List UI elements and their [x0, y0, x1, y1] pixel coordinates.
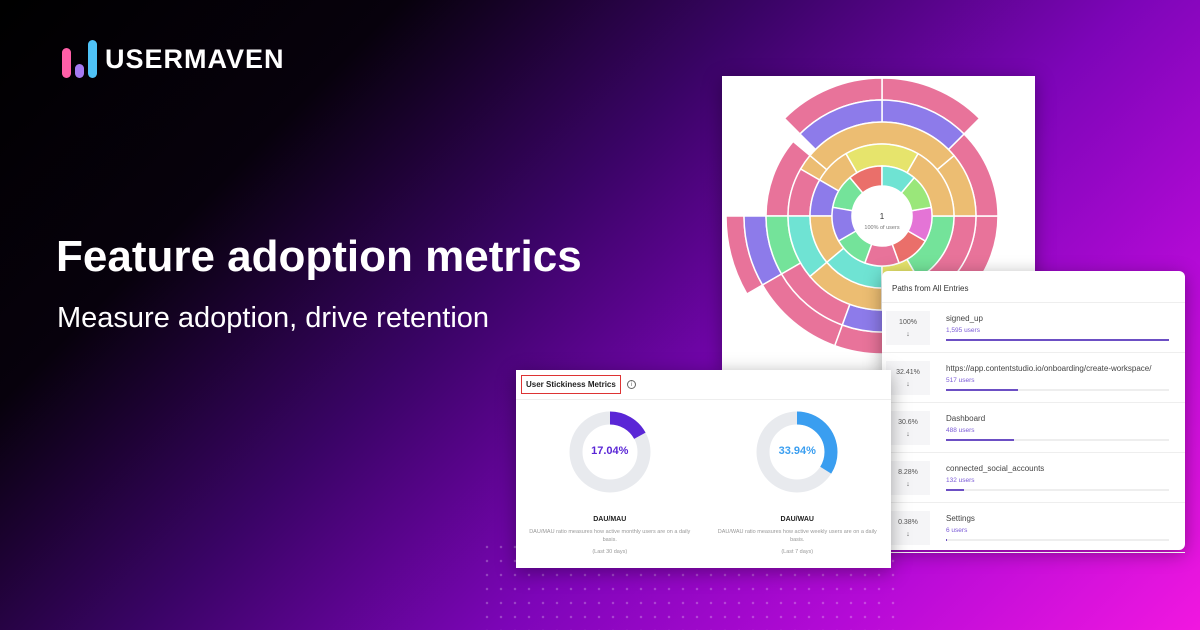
- arrow-down-icon: ↓: [906, 530, 910, 538]
- logo-bar: [62, 48, 71, 78]
- hero-title: Feature adoption metrics: [56, 232, 582, 281]
- metric-dau-mau: 17.04% DAU/MAU DAU/MAU ratio measures ho…: [516, 400, 704, 555]
- path-users: 517 users: [946, 377, 975, 384]
- info-icon[interactable]: i: [626, 380, 636, 389]
- path-name: signed_up: [946, 314, 983, 323]
- path-percent: 8.28% ↓: [886, 460, 930, 495]
- donut-chart: 17.04%: [568, 410, 652, 494]
- metric-dau-wau: 33.94% DAU/WAU DAU/WAU ratio measures ho…: [704, 400, 892, 555]
- sunburst-segment[interactable]: [831, 176, 864, 212]
- arrow-down-icon: ↓: [906, 330, 910, 338]
- path-users: 1,595 users: [946, 327, 980, 334]
- logo-bar: [88, 40, 97, 78]
- arrow-down-icon: ↓: [906, 480, 910, 488]
- hero-subtitle: Measure adoption, drive retention: [57, 302, 490, 334]
- path-percent: 0.38% ↓: [886, 510, 930, 545]
- path-row[interactable]: 0.38% ↓ Settings 6 users: [882, 503, 1185, 553]
- path-percent: 32.41% ↓: [886, 360, 930, 395]
- donut-fill: [569, 411, 651, 493]
- sunburst-card: 1 100% of users: [722, 76, 1035, 372]
- path-percent: 100% ↓: [886, 310, 930, 345]
- sunburst-segment[interactable]: [863, 243, 901, 267]
- sunburst-segment[interactable]: [831, 206, 858, 243]
- path-row[interactable]: 32.41% ↓ https://app.contentstudio.io/onb…: [882, 353, 1185, 403]
- logo-text: USERMAVEN: [105, 43, 285, 74]
- metric-value: 17.04%: [591, 445, 629, 457]
- path-users: 6 users: [946, 527, 968, 534]
- logo-bar: [75, 64, 84, 78]
- metric-description: DAU/WAU ratio measures how active weekly…: [717, 529, 877, 543]
- arrow-down-icon: ↓: [906, 380, 910, 388]
- path-progress-bar: [946, 339, 1169, 341]
- paths-title: Paths from All Entries: [882, 271, 1185, 303]
- sunburst-segment[interactable]: [837, 229, 873, 264]
- metric-period: (Last 7 days): [781, 549, 814, 555]
- donut-fill: [756, 411, 838, 493]
- path-name: Dashboard: [946, 414, 986, 423]
- path-row[interactable]: 100% ↓ signed_up 1,595 users: [882, 303, 1185, 353]
- path-row[interactable]: 8.28% ↓ connected_social_accounts 132 use…: [882, 453, 1185, 503]
- metric-value: 33.94%: [778, 445, 816, 457]
- sunburst-segment[interactable]: [906, 206, 933, 243]
- path-users: 488 users: [946, 427, 975, 434]
- paths-card: Paths from All Entries 100% ↓ signed_up 1…: [882, 271, 1185, 553]
- path-name: https://app.contentstudio.io/onboarding/…: [946, 364, 1152, 373]
- donut-chart: 33.94%: [755, 410, 839, 494]
- stickiness-title: User Stickiness Metrics: [521, 375, 621, 394]
- path-progress-bar: [946, 489, 1169, 491]
- path-name: connected_social_accounts: [946, 464, 1045, 473]
- usermaven-logo: USERMAVEN: [62, 40, 285, 78]
- metric-name: DAU/MAU: [593, 516, 627, 523]
- sunburst-center-label: 100% of users: [864, 225, 899, 231]
- path-row[interactable]: 30.6% ↓ Dashboard 488 users: [882, 403, 1185, 453]
- logo-bars-icon: [62, 40, 97, 78]
- path-progress-bar: [946, 539, 1169, 541]
- path-progress-bar: [946, 439, 1169, 441]
- path-percent: 30.6% ↓: [886, 410, 930, 445]
- metric-period: (Last 30 days): [592, 549, 628, 555]
- metric-name: DAU/WAU: [780, 516, 814, 523]
- arrow-down-icon: ↓: [906, 430, 910, 438]
- path-progress-bar: [946, 389, 1169, 391]
- sunburst-segment[interactable]: [881, 165, 916, 195]
- sunburst-segment[interactable]: [900, 176, 933, 212]
- path-users: 132 users: [946, 477, 975, 484]
- sunburst-center-value: 1: [880, 212, 885, 221]
- metric-description: DAU/MAU ratio measures how active monthl…: [529, 529, 691, 543]
- stickiness-card: User Stickiness Metrics i 17.04% DAU/MAU…: [516, 370, 891, 568]
- sunburst-segment[interactable]: [891, 229, 927, 264]
- path-name: Settings: [946, 514, 975, 523]
